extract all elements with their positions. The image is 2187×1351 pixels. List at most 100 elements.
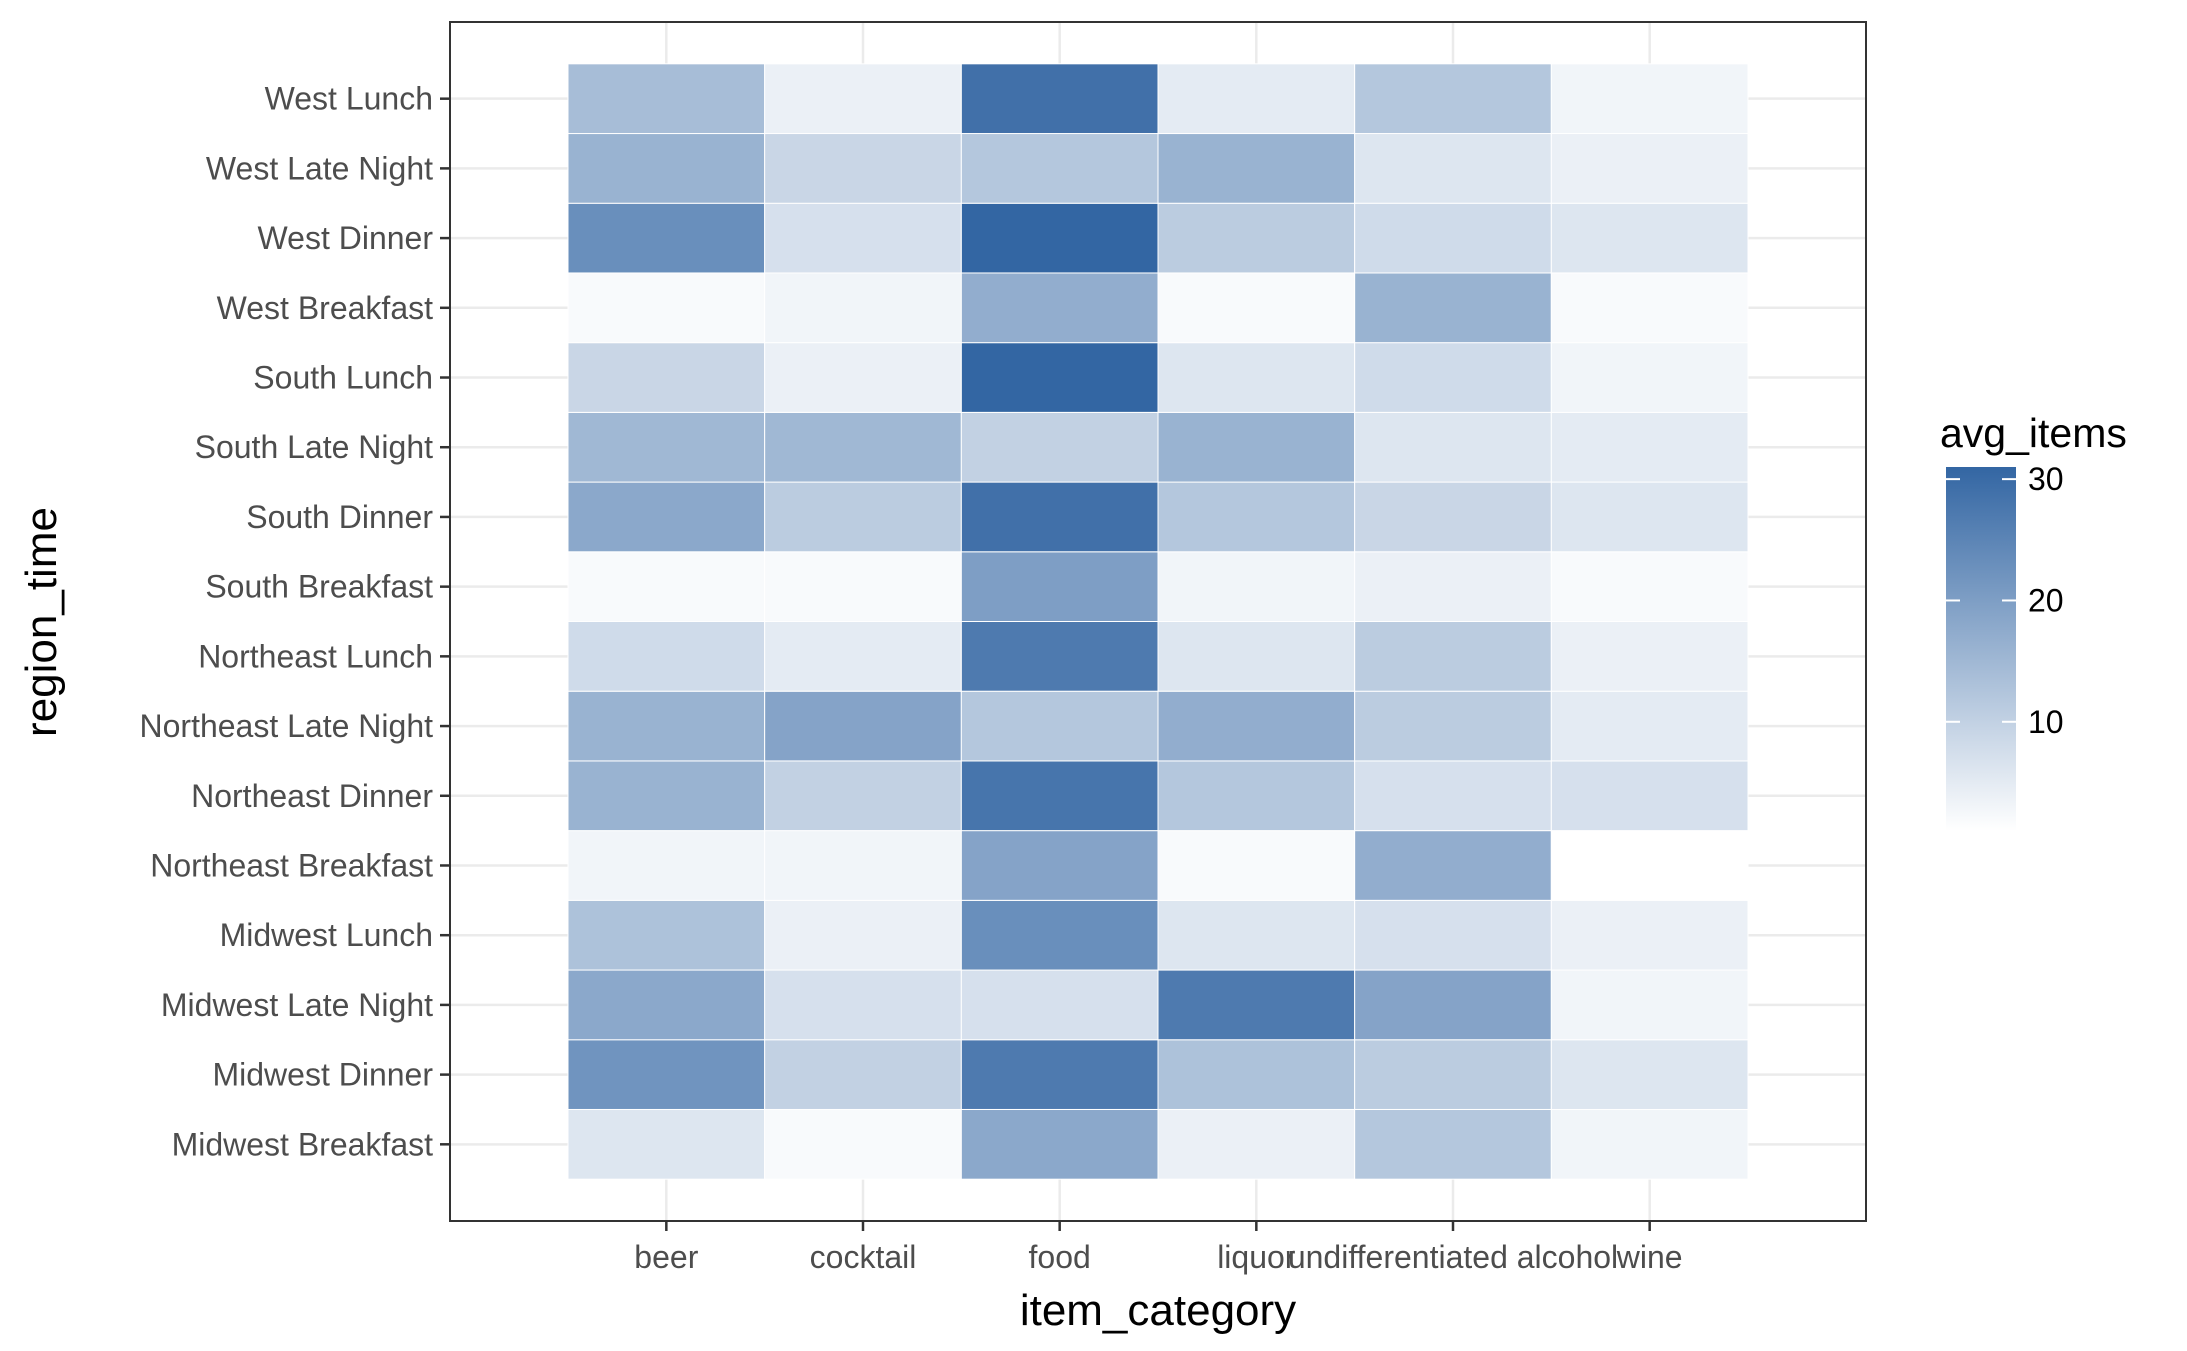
heatmap-cell [764,342,962,413]
heatmap-cell [567,690,766,762]
heatmap-cell [960,551,1159,623]
heatmap-cell [960,342,1159,413]
heatmap-cell [1550,1039,1749,1110]
heatmap-cell [764,133,962,204]
y-tick-label: South Late Night [195,429,434,465]
y-tick-label: South Breakfast [205,569,433,605]
heatmap-cell [1157,342,1356,413]
heatmap-cell [1550,133,1749,204]
heatmap-cell [567,621,766,692]
heatmap-cell [1550,411,1749,483]
heatmap-cell [1354,1039,1552,1110]
heatmap-cell [960,621,1159,692]
heatmap-cell [1354,1108,1552,1180]
heatmap-cell [1550,202,1749,274]
legend-ticks: 10 20 30 [1946,461,2064,740]
heatmap-cell [567,760,766,832]
legend-tick-label: 20 [2028,582,2064,618]
heatmap-cell [960,272,1159,344]
x-tick-label: beer [634,1239,698,1275]
heatmap-cell [764,621,962,692]
y-tick-label: South Lunch [253,360,433,396]
heatmap-cell [1354,133,1552,204]
y-tick-label: West Breakfast [217,290,433,326]
y-tick-label: West Dinner [258,220,434,256]
heatmap-cell [1157,133,1356,204]
heatmap-cell [960,760,1159,832]
heatmap-cell [1550,481,1749,553]
plot-panel-border [449,21,1867,1222]
heatmap-cell [1157,621,1356,692]
heatmap-cell [1550,830,1749,901]
heatmap-cell [764,969,962,1041]
heatmap-cell [1354,760,1552,832]
heatmap-cell [1354,202,1552,274]
heatmap-cell [567,63,766,135]
heatmap-cell [764,760,962,832]
y-tick-label: West Late Night [206,150,433,186]
heatmap-cell [1157,1108,1356,1180]
x-tick-label: liquor [1217,1239,1296,1275]
heatmap-cell [1550,551,1749,623]
heatmap-cell [1354,690,1552,762]
heatmap-cell [1354,63,1552,135]
heatmap-cell [960,690,1159,762]
heatmap-cell [1354,411,1552,483]
heatmap-cell [764,411,962,483]
heatmap-cell [1354,830,1552,901]
heatmap-cell [764,481,962,553]
heatmap-cell [567,411,766,483]
heatmap-cell [1550,899,1749,971]
heatmap-cell [1354,551,1552,623]
heatmap-cell [567,272,766,344]
heatmap-cell [1157,202,1356,274]
legend-title: avg_items [1940,410,2127,456]
heatmap-cell [764,830,962,901]
heatmap-cell [567,202,766,274]
heatmap-cell [567,969,766,1041]
y-tick-label: West Lunch [265,81,433,117]
x-tick-label: wine [1616,1239,1683,1275]
heatmap-cell [1157,969,1356,1041]
heatmap-cell [567,551,766,623]
heatmap-cell [1550,760,1749,832]
legend-colorbar [1946,467,2016,831]
y-tick-label: South Dinner [246,499,433,535]
x-tick-label: undifferentiated alcohol [1288,1239,1618,1275]
heatmap-cell [1354,969,1552,1041]
heatmap-cell [1550,272,1749,344]
x-tick-label: cocktail [810,1239,917,1275]
heatmap-cell [960,411,1159,483]
heatmap-cell [567,830,766,901]
heatmap-cell [960,481,1159,553]
heatmap-cell [764,202,962,274]
heatmap-cell [567,1108,766,1180]
heatmap-cell [764,551,962,623]
y-tick-label: Midwest Breakfast [172,1126,434,1162]
heatmap-cell [1157,1039,1356,1110]
heatmap-cell [567,899,766,971]
heatmap-cell [960,969,1159,1041]
heatmap-cell [960,133,1159,204]
heatmap-cell [1550,621,1749,692]
heatmap-cell [764,1039,962,1110]
y-axis-title: region_time [17,507,66,737]
legend: avg_items 10 20 30 [1940,410,2127,831]
y-tick-label: Midwest Dinner [212,1057,433,1093]
heatmap-cell [1354,621,1552,692]
heatmap-cell [1550,690,1749,762]
legend-tick-label: 30 [2028,461,2064,497]
heatmap-cell [960,830,1159,901]
heatmap-cell [1157,830,1356,901]
y-tick-label: Northeast Late Night [140,708,434,744]
x-axis-title: item_category [1020,1286,1296,1335]
heatmap-cell [1157,690,1356,762]
heatmap-cell [1354,272,1552,344]
y-tick-label: Northeast Breakfast [150,847,433,883]
heatmap-cell [960,202,1159,274]
x-tick-label: food [1029,1239,1091,1275]
heatmap-cell [1157,411,1356,483]
heatmap-cell [764,690,962,762]
